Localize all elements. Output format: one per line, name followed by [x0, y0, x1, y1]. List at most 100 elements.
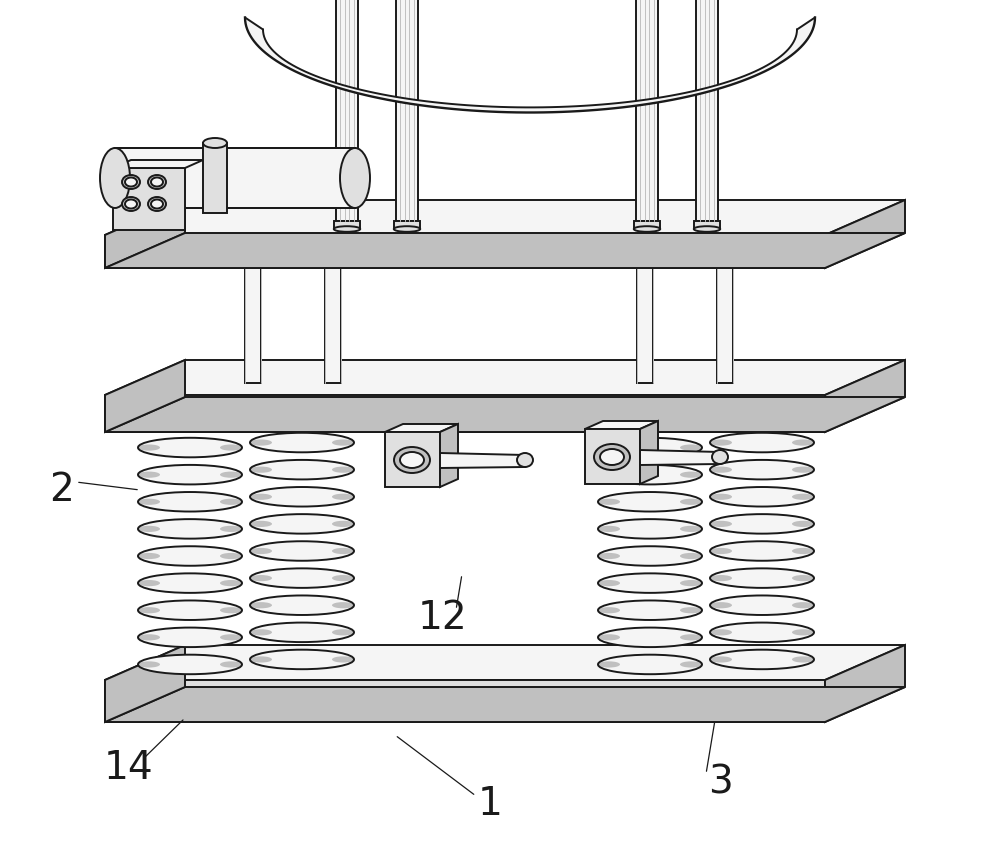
Ellipse shape — [250, 649, 354, 669]
Ellipse shape — [148, 175, 166, 189]
Ellipse shape — [138, 553, 160, 559]
Ellipse shape — [138, 471, 160, 478]
Polygon shape — [105, 200, 905, 235]
Polygon shape — [640, 450, 720, 465]
Polygon shape — [825, 360, 905, 432]
Polygon shape — [203, 143, 227, 213]
Ellipse shape — [792, 656, 814, 662]
Ellipse shape — [125, 200, 137, 208]
Ellipse shape — [710, 548, 732, 554]
Ellipse shape — [250, 494, 272, 500]
Ellipse shape — [598, 654, 702, 674]
Text: 14: 14 — [103, 749, 153, 787]
Ellipse shape — [598, 465, 702, 484]
Ellipse shape — [332, 439, 354, 445]
Ellipse shape — [250, 487, 354, 507]
Ellipse shape — [792, 439, 814, 445]
Polygon shape — [105, 200, 185, 268]
Ellipse shape — [220, 525, 242, 532]
Ellipse shape — [598, 600, 702, 620]
Ellipse shape — [160, 496, 220, 507]
Ellipse shape — [680, 634, 702, 641]
Ellipse shape — [620, 469, 680, 480]
Ellipse shape — [792, 548, 814, 554]
Polygon shape — [717, 255, 733, 383]
Ellipse shape — [332, 548, 354, 554]
Ellipse shape — [710, 494, 732, 500]
Ellipse shape — [732, 519, 792, 530]
Ellipse shape — [160, 442, 220, 453]
Ellipse shape — [125, 177, 137, 187]
Ellipse shape — [710, 433, 814, 452]
Ellipse shape — [160, 659, 220, 670]
Ellipse shape — [598, 634, 620, 641]
Ellipse shape — [160, 523, 220, 535]
Ellipse shape — [620, 632, 680, 643]
Polygon shape — [385, 432, 440, 487]
Ellipse shape — [732, 545, 792, 556]
Ellipse shape — [138, 492, 242, 512]
Polygon shape — [825, 200, 905, 268]
Ellipse shape — [272, 627, 332, 638]
Ellipse shape — [620, 523, 680, 535]
Ellipse shape — [250, 602, 272, 608]
Ellipse shape — [710, 460, 814, 479]
Text: 1: 1 — [478, 785, 502, 823]
Ellipse shape — [792, 467, 814, 473]
Ellipse shape — [710, 595, 814, 615]
Ellipse shape — [220, 607, 242, 613]
Ellipse shape — [710, 439, 732, 445]
Ellipse shape — [712, 450, 728, 464]
Ellipse shape — [250, 514, 354, 534]
Ellipse shape — [598, 553, 620, 559]
Ellipse shape — [250, 433, 354, 452]
Ellipse shape — [598, 492, 702, 512]
Ellipse shape — [272, 573, 332, 584]
Ellipse shape — [272, 464, 332, 476]
Ellipse shape — [710, 602, 732, 608]
Ellipse shape — [220, 634, 242, 641]
Ellipse shape — [138, 519, 242, 538]
Ellipse shape — [710, 514, 814, 534]
Ellipse shape — [620, 659, 680, 670]
Ellipse shape — [732, 573, 792, 584]
Polygon shape — [585, 429, 640, 484]
Ellipse shape — [138, 438, 242, 458]
Ellipse shape — [710, 623, 814, 642]
Ellipse shape — [598, 661, 620, 667]
Polygon shape — [696, 0, 718, 221]
Polygon shape — [636, 0, 658, 221]
Ellipse shape — [138, 654, 242, 674]
Ellipse shape — [250, 460, 354, 479]
Ellipse shape — [620, 496, 680, 507]
Ellipse shape — [598, 580, 620, 587]
Polygon shape — [105, 395, 825, 432]
Ellipse shape — [598, 519, 702, 538]
Ellipse shape — [394, 447, 430, 473]
Ellipse shape — [272, 599, 332, 611]
Ellipse shape — [151, 200, 163, 208]
Ellipse shape — [710, 575, 732, 581]
Ellipse shape — [250, 521, 272, 527]
Ellipse shape — [250, 467, 272, 473]
Polygon shape — [385, 424, 458, 432]
Ellipse shape — [332, 467, 354, 473]
Ellipse shape — [138, 499, 160, 505]
Ellipse shape — [203, 138, 227, 148]
Ellipse shape — [598, 574, 702, 593]
Ellipse shape — [138, 661, 160, 667]
Ellipse shape — [148, 197, 166, 211]
Ellipse shape — [710, 630, 732, 636]
Polygon shape — [440, 453, 525, 468]
Ellipse shape — [160, 577, 220, 589]
Ellipse shape — [710, 656, 732, 662]
Ellipse shape — [680, 661, 702, 667]
Ellipse shape — [272, 519, 332, 530]
Ellipse shape — [732, 654, 792, 665]
Polygon shape — [336, 0, 358, 221]
Ellipse shape — [122, 175, 140, 189]
Ellipse shape — [122, 197, 140, 211]
Ellipse shape — [710, 541, 814, 561]
Ellipse shape — [100, 148, 130, 208]
Polygon shape — [105, 645, 185, 722]
